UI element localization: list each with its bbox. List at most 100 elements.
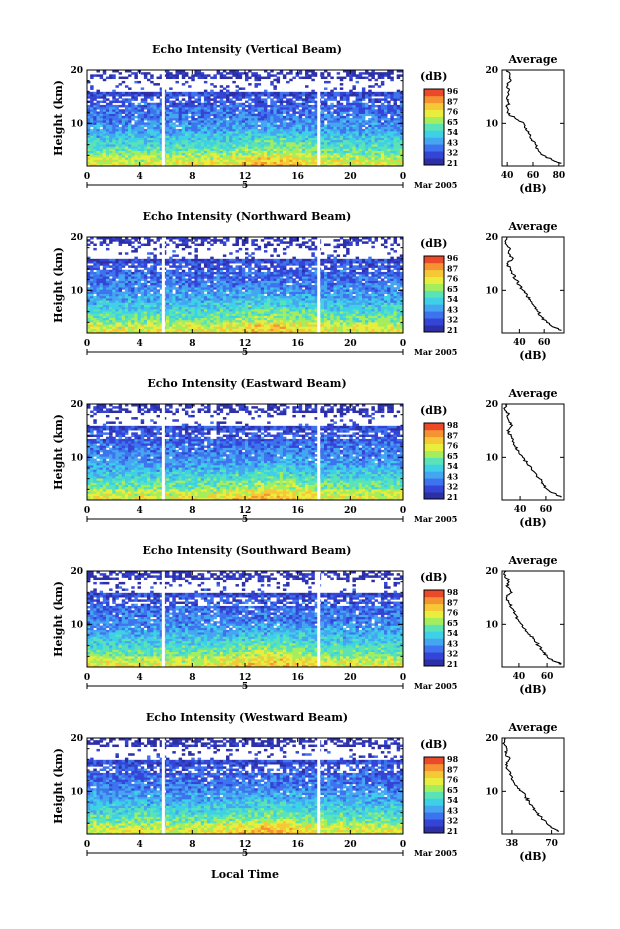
- heatmap-cell: [295, 94, 300, 97]
- heatmap-cell: [178, 293, 183, 297]
- heatmap-cell: [203, 239, 208, 242]
- heatmap-cell: [191, 91, 195, 95]
- heatmap-cell: [197, 298, 202, 301]
- heatmap-cell: [172, 113, 176, 117]
- heatmap-cell: [90, 328, 94, 332]
- heatmap-cell: [197, 96, 202, 99]
- heatmap-cell: [358, 102, 363, 106]
- heatmap-cell: [124, 104, 129, 108]
- heatmap-cell: [166, 322, 170, 325]
- heatmap-cell: [320, 128, 325, 132]
- heatmap-cell: [137, 109, 142, 112]
- heatmap-cell: [188, 102, 192, 106]
- heatmap-cell: [131, 291, 135, 295]
- heatmap-cell: [229, 139, 233, 143]
- heatmap-cell: [112, 322, 116, 325]
- heatmap-cell: [207, 161, 211, 165]
- heatmap-cell: [355, 152, 360, 156]
- heatmap-cell: [93, 330, 97, 334]
- heatmap-cell: [349, 159, 353, 162]
- heatmap-cell: [207, 269, 211, 273]
- heatmap-cell: [115, 146, 119, 149]
- heatmap-cell: [339, 83, 344, 86]
- heatmap-cell: [181, 241, 186, 244]
- heatmap-cell: [219, 131, 224, 134]
- heatmap-cell: [172, 152, 176, 156]
- heatmap-cell: [355, 74, 360, 77]
- heatmap-cell: [295, 124, 300, 128]
- heatmap-cell: [134, 148, 138, 152]
- heatmap-cell: [121, 306, 126, 310]
- heatmap-cell: [128, 163, 132, 167]
- heatmap-cell: [257, 144, 262, 147]
- heatmap-cell: [301, 76, 306, 80]
- heatmap-cell: [118, 291, 123, 295]
- heatmap-cell: [115, 115, 119, 119]
- heatmap-cell: [115, 298, 119, 301]
- heatmap-cell: [213, 155, 217, 158]
- heatmap-cell: [377, 124, 382, 128]
- heatmap-cell: [166, 306, 170, 310]
- heatmap-cell: [102, 72, 107, 75]
- heatmap-cell: [200, 276, 205, 279]
- heatmap-cell: [175, 115, 179, 119]
- heatmap-cell: [147, 111, 151, 114]
- heatmap-cell: [99, 74, 104, 77]
- heatmap-cell: [251, 122, 255, 125]
- heatmap-cell: [134, 94, 138, 97]
- heatmap-cell: [270, 126, 274, 130]
- heatmap-cell: [112, 100, 116, 104]
- heatmap-cell: [159, 124, 164, 128]
- heatmap-cell: [166, 157, 170, 160]
- heatmap-cell: [387, 135, 391, 138]
- heatmap-cell: [263, 161, 268, 165]
- heatmap-cell: [210, 324, 214, 327]
- heatmap-cell: [87, 293, 91, 297]
- heatmap-cell: [140, 163, 145, 167]
- heatmap-cell: [99, 241, 104, 244]
- heatmap-cell: [273, 109, 277, 112]
- heatmap-cell: [286, 133, 290, 136]
- heatmap-cell: [99, 139, 104, 143]
- heatmap-cell: [169, 152, 173, 156]
- heatmap-cell: [166, 276, 170, 279]
- heatmap-cell: [109, 144, 113, 147]
- heatmap-cell: [166, 109, 170, 112]
- heatmap-cell: [279, 146, 284, 149]
- heatmap-cell: [377, 135, 382, 138]
- heatmap-cell: [222, 109, 227, 112]
- heatmap-cell: [282, 76, 287, 80]
- heatmap-cell: [102, 322, 107, 325]
- heatmap-cell: [241, 146, 246, 149]
- heatmap-cell: [178, 94, 183, 97]
- heatmap-cell: [330, 89, 334, 93]
- heatmap-cell: [194, 133, 198, 136]
- heatmap-cell: [222, 96, 227, 99]
- heatmap-cell: [124, 289, 129, 292]
- heatmap-cell: [194, 267, 198, 271]
- heatmap-cell: [207, 131, 211, 134]
- heatmap-cell: [131, 313, 135, 316]
- heatmap-cell: [282, 148, 287, 152]
- heatmap-cell: [172, 144, 176, 147]
- heatmap-cell: [109, 261, 113, 264]
- heatmap-cell: [156, 124, 160, 128]
- heatmap-cell: [175, 271, 179, 275]
- heatmap-cell: [96, 276, 100, 279]
- heatmap-cell: [140, 285, 145, 288]
- heatmap-cell: [308, 76, 312, 80]
- heatmap-cell: [166, 317, 170, 321]
- heatmap-cell: [320, 126, 325, 130]
- heatmap-cell: [121, 271, 126, 275]
- heatmap-cell: [128, 261, 132, 264]
- heatmap-cell: [324, 80, 328, 84]
- heatmap-cell: [172, 313, 176, 316]
- heatmap-cell: [257, 133, 262, 136]
- heatmap-cell: [387, 100, 391, 104]
- heatmap-cell: [150, 276, 154, 279]
- heatmap-cell: [368, 159, 372, 162]
- heatmap-cell: [229, 144, 233, 147]
- heatmap-cell: [118, 269, 123, 273]
- heatmap-cell: [384, 163, 388, 167]
- heatmap-cell: [308, 139, 312, 143]
